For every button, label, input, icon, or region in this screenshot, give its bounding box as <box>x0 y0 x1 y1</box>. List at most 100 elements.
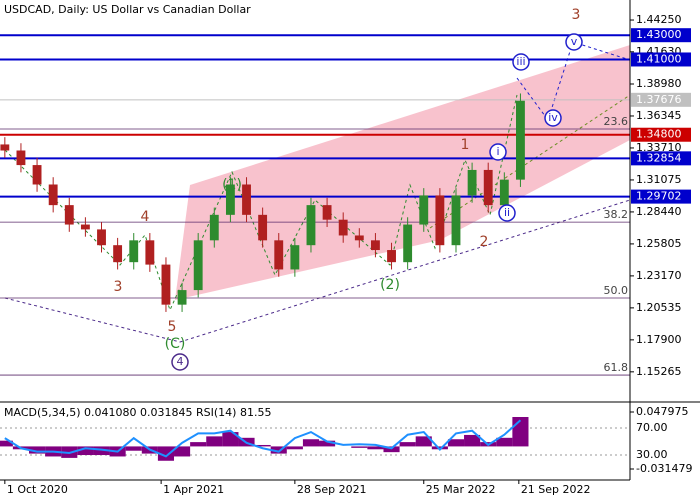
wave-circle <box>171 353 189 371</box>
candle-body <box>209 214 219 241</box>
candle-body <box>403 224 413 263</box>
price-label: 1.32854 <box>636 151 682 164</box>
price-label: 1.29702 <box>636 190 682 203</box>
price-label-box <box>631 127 691 142</box>
macd-bar <box>157 446 175 461</box>
macd-bar <box>431 446 448 450</box>
candle-body <box>225 184 235 215</box>
macd-bar <box>190 442 207 447</box>
candle-body <box>370 240 380 251</box>
rsi-line <box>4 419 522 458</box>
price-label: 1.37676 <box>636 93 682 106</box>
candle-body <box>516 100 525 180</box>
candle-body <box>97 229 106 246</box>
wave-label: 3 <box>572 7 581 23</box>
macd-bar <box>383 446 400 453</box>
y3-tick-label: 30.00 <box>636 448 668 461</box>
y-tick-label: 1.38980 <box>636 77 682 90</box>
price-panel <box>0 34 630 376</box>
candle-body <box>499 179 509 206</box>
candle-body <box>80 224 90 230</box>
y2-tick-label: -0.031479 <box>636 462 692 475</box>
projection <box>516 41 631 122</box>
wave-label: 2 <box>480 234 489 250</box>
candle-body <box>145 240 155 265</box>
trend-line <box>4 199 631 343</box>
candle-body <box>290 245 300 270</box>
candle-body <box>258 214 268 241</box>
y-tick-label: 1.28440 <box>636 205 682 218</box>
y3-tick-label: 70.00 <box>636 421 668 434</box>
candle-body <box>467 169 477 196</box>
candle-body <box>387 250 396 263</box>
candle-body <box>161 264 171 305</box>
fib-label: 61.8 <box>604 361 629 374</box>
x-tick-label: 1 Oct 2020 <box>7 483 68 496</box>
wave-label: 5 <box>168 319 177 335</box>
fib-label: 23.6 <box>604 115 629 128</box>
candle-body <box>451 195 461 246</box>
x-tick-label: 28 Sep 2021 <box>297 483 367 496</box>
macd-bar <box>77 446 94 456</box>
wave-circle <box>489 143 507 161</box>
wave-label: v <box>571 35 578 48</box>
y2-tick-label: 0.047975 <box>636 405 689 418</box>
chart-title: USDCAD, Daily: US Dollar vs Canadian Dol… <box>4 3 251 16</box>
price-label-box <box>631 28 691 43</box>
wave-circle <box>544 109 562 127</box>
wave-label: (C) <box>165 336 186 352</box>
wave-label: (1) <box>222 177 242 193</box>
price-label: 1.34800 <box>636 128 682 141</box>
macd-bar <box>206 436 223 447</box>
macd-bar <box>367 446 384 450</box>
candle-body <box>419 195 429 225</box>
candle-body <box>177 290 187 305</box>
y-tick-label: 1.23170 <box>636 269 682 282</box>
trend-line <box>429 94 631 229</box>
macd-bar <box>270 446 287 454</box>
y-tick-label: 1.31075 <box>636 173 682 186</box>
candle-body <box>129 240 139 263</box>
y-tick-label: 1.44250 <box>636 13 682 26</box>
wave-circle <box>512 53 530 71</box>
price-label-box <box>631 92 691 107</box>
candle-body <box>274 240 284 270</box>
candle-body <box>483 169 493 206</box>
macd-bar <box>496 437 513 447</box>
candle-body <box>113 245 123 263</box>
macd-bar <box>222 432 239 447</box>
price-label-box <box>631 189 691 204</box>
fib-label: 38.2 <box>604 208 629 221</box>
macd-bar <box>254 444 271 447</box>
macd-bar <box>447 439 465 447</box>
y-tick-label: 1.25805 <box>636 237 682 250</box>
candle-body <box>242 184 251 215</box>
macd-bar <box>174 446 191 457</box>
fib-label: 50.0 <box>604 284 629 297</box>
wave-label: 4 <box>177 355 184 368</box>
wave-label: 4 <box>141 209 150 225</box>
x-tick-label: 1 Apr 2021 <box>163 483 224 496</box>
price-label: 1.43000 <box>636 28 682 41</box>
y-tick-label: 1.36345 <box>636 109 682 122</box>
y-tick-label: 1.15265 <box>636 365 682 378</box>
price-label-box <box>631 52 691 67</box>
indicator-title: MACD(5,34,5) 0.041080 0.031845 RSI(14) 8… <box>4 406 271 419</box>
candle-body <box>64 205 74 225</box>
candle-body <box>193 240 203 291</box>
macd-bar <box>302 439 320 447</box>
price-label: 1.41000 <box>636 52 682 65</box>
macd-bar <box>415 436 432 447</box>
price-label-box <box>631 151 691 166</box>
y-tick-label: 1.33710 <box>636 141 682 154</box>
x-tick-label: 21 Sep 2022 <box>521 483 591 496</box>
x-tick-label: 25 Mar 2022 <box>426 483 496 496</box>
y-tick-label: 1.20535 <box>636 301 682 314</box>
candle-body <box>32 165 42 185</box>
macd-bar <box>399 442 416 447</box>
candle-body <box>322 205 332 220</box>
candle-body <box>16 150 26 166</box>
wave-label: 1 <box>461 137 470 153</box>
wave-circle <box>498 204 516 222</box>
